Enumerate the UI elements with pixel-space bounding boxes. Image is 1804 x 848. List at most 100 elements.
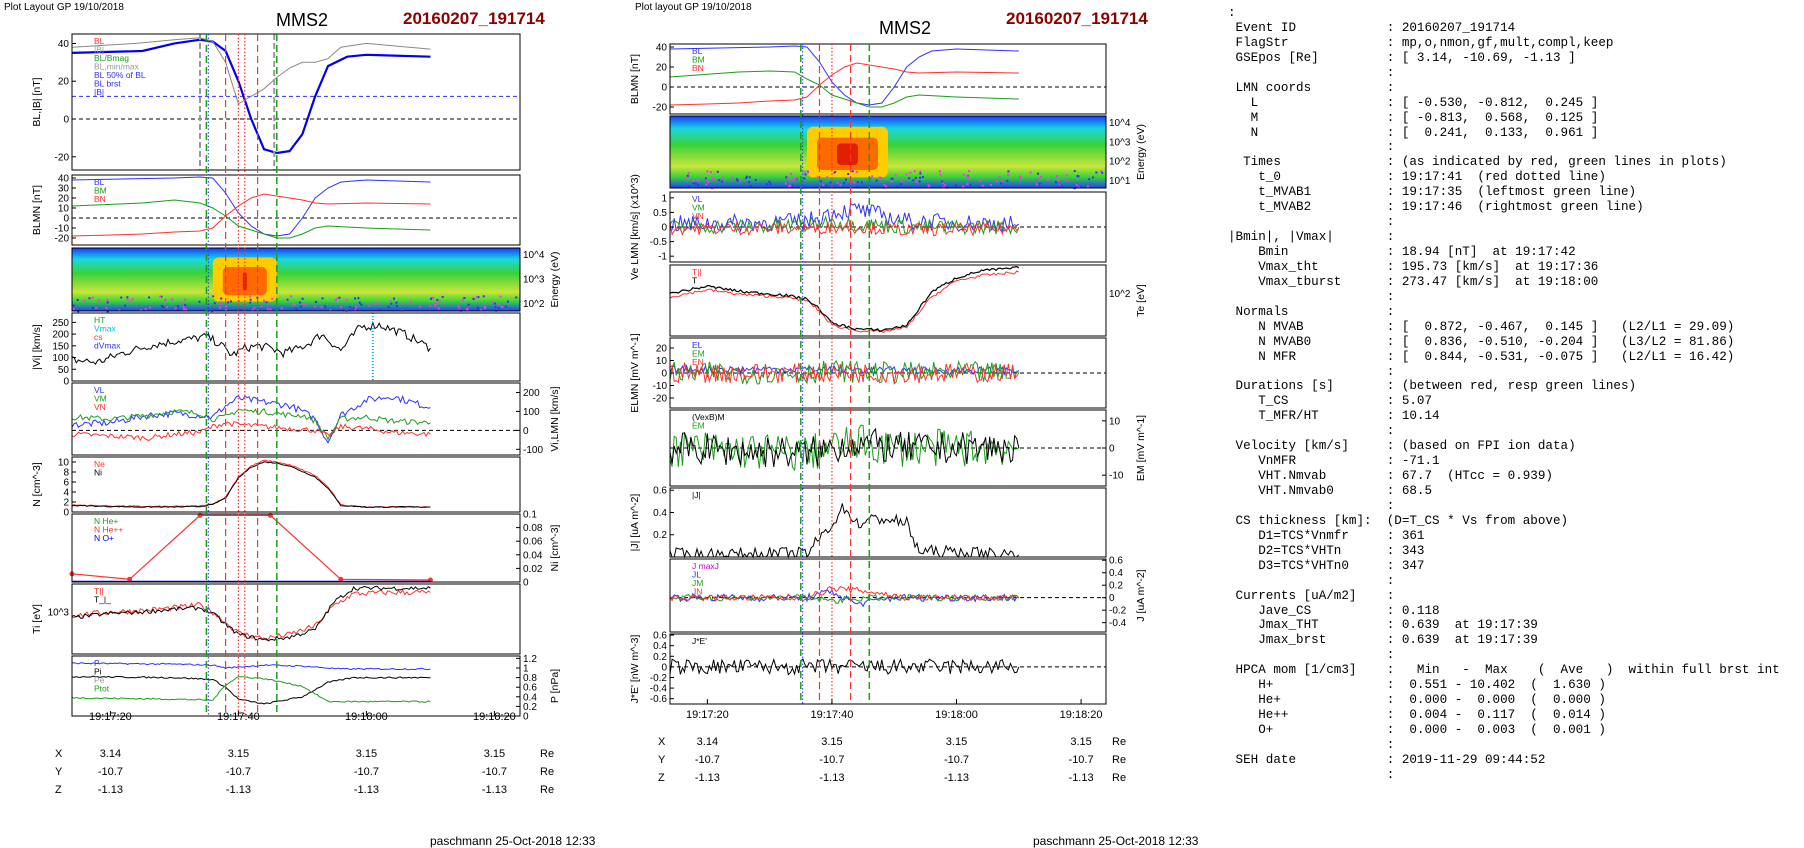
spectrogram-speckle — [165, 306, 168, 309]
spectrogram-speckle — [1019, 175, 1022, 178]
spectrogram-speckle — [989, 183, 992, 186]
spectrogram-speckle — [220, 303, 223, 306]
spectrogram-speckle — [183, 304, 186, 307]
y-tick-label: 10^4 — [1109, 118, 1131, 129]
legend-label: BL brst — [94, 79, 121, 89]
x-tick-label: 19:18:20 — [1060, 709, 1103, 721]
spectrogram-speckle — [878, 176, 881, 179]
position-unit: Re — [1112, 772, 1126, 784]
spectrogram-speckle — [855, 170, 858, 173]
y-axis-label: |J| [uA m^-2] — [629, 494, 641, 552]
spectrogram-speckle — [839, 184, 842, 187]
left-probe-label: MMS2 — [276, 10, 329, 30]
spectrogram-speckle — [687, 172, 690, 175]
spectrogram-speckle — [484, 307, 487, 310]
legend-label: |B| — [94, 45, 104, 55]
position-value: -1.13 — [944, 772, 969, 784]
spectrogram-speckle — [900, 180, 903, 183]
spectrogram-speckle — [396, 305, 399, 308]
y-axis-label: Te [eV] — [1135, 284, 1147, 317]
series-line-2 — [669, 221, 1020, 237]
spectrogram-speckle — [225, 305, 228, 308]
y-tick-label: 10 — [58, 204, 70, 215]
spectrogram-speckle — [928, 185, 931, 188]
spectrogram-speckle — [251, 308, 254, 311]
info-line: : — [1228, 215, 1395, 230]
y-tick-label: 0 — [661, 223, 667, 234]
spectrogram-speckle — [256, 296, 259, 299]
spectrogram-speckle — [1003, 186, 1006, 189]
y-tick-label: 150 — [52, 341, 69, 352]
spectrogram-speckle — [825, 184, 828, 187]
info-line: D1=TCS*Vnmfr : 361 — [1228, 528, 1425, 543]
panel-frame — [71, 174, 521, 246]
spectrogram-speckle — [430, 297, 433, 300]
position-value: -10.7 — [482, 766, 507, 778]
y-tick-label: 0 — [1109, 593, 1115, 604]
spectrogram-speckle — [467, 303, 470, 306]
spectrogram-speckle — [338, 296, 341, 299]
spectrogram-speckle — [784, 182, 787, 185]
spectrogram-speckle — [966, 175, 969, 178]
spectrogram-speckle — [736, 179, 739, 182]
spectrogram-speckle — [706, 170, 709, 173]
spectrogram-speckle — [807, 171, 810, 174]
spectrogram-speckle — [718, 179, 721, 182]
y-tick-label: 10^2 — [523, 299, 545, 310]
y-tick-label: 0.6 — [653, 631, 667, 642]
position-value: 3.14 — [697, 736, 718, 748]
spectrogram-speckle — [360, 303, 363, 306]
spectrogram-speckle — [943, 183, 946, 186]
y-tick-label: -10 — [653, 381, 668, 392]
spectrogram-speckle — [804, 173, 807, 176]
series-line-2 — [669, 62, 1019, 106]
y-tick-label: 0.4 — [653, 508, 667, 519]
spectrogram-speckle — [1065, 179, 1068, 182]
y-tick-label: 0.08 — [523, 523, 543, 534]
spectrogram-speckle — [942, 186, 945, 189]
spectrogram-speckle — [126, 298, 129, 301]
spectrogram-speckle — [1057, 178, 1060, 181]
spectrogram-speckle — [461, 299, 464, 302]
panel-frame — [669, 558, 1107, 633]
spectrogram-speckle — [1100, 170, 1103, 173]
spectrogram-speckle — [1055, 175, 1058, 178]
spectrogram-speckle — [352, 307, 355, 310]
y-tick-label: 200 — [52, 330, 69, 341]
legend-label: Ne — [94, 459, 105, 469]
spectrogram-speckle — [981, 184, 984, 187]
spectrogram-speckle — [265, 301, 268, 304]
info-line: VHT.Nmvab : 67.7 (HTcc = 0.939) — [1228, 469, 1553, 484]
legend-label: BL/Bmag — [94, 53, 129, 63]
legend-label: T_|_ — [94, 595, 111, 605]
position-value: -1.13 — [695, 772, 720, 784]
spectrogram-speckle — [238, 300, 241, 303]
spectrogram-speckle — [875, 179, 878, 182]
spectrogram-speckle — [1038, 182, 1041, 185]
position-value: -10.7 — [1069, 754, 1094, 766]
spectrogram-speckle — [836, 182, 839, 185]
middle-probe-label: MMS2 — [879, 18, 932, 38]
spectrogram-speckle — [493, 302, 496, 305]
spectrogram-speckle — [260, 305, 263, 308]
y-tick-label: 0.6 — [1109, 556, 1123, 567]
y-axis-label: Vi,LMN [km/s] — [549, 386, 561, 451]
y-tick-label: 40 — [656, 43, 668, 54]
spectrogram-speckle — [266, 308, 269, 311]
spectrogram-speckle — [304, 303, 307, 306]
spectrogram-speckle — [227, 301, 230, 304]
spectrogram-speckle — [72, 304, 75, 307]
spectrogram-speckle — [149, 306, 152, 309]
position-value: 3.15 — [356, 748, 377, 760]
position-value: -10.7 — [944, 754, 969, 766]
series-line-2 — [71, 676, 431, 703]
y-tick-label: 100 — [523, 407, 540, 418]
y-tick-label: 2 — [63, 498, 69, 509]
spectrogram-speckle — [320, 306, 323, 309]
spectrogram-speckle — [721, 177, 724, 180]
spectrogram-speckle — [735, 178, 738, 181]
